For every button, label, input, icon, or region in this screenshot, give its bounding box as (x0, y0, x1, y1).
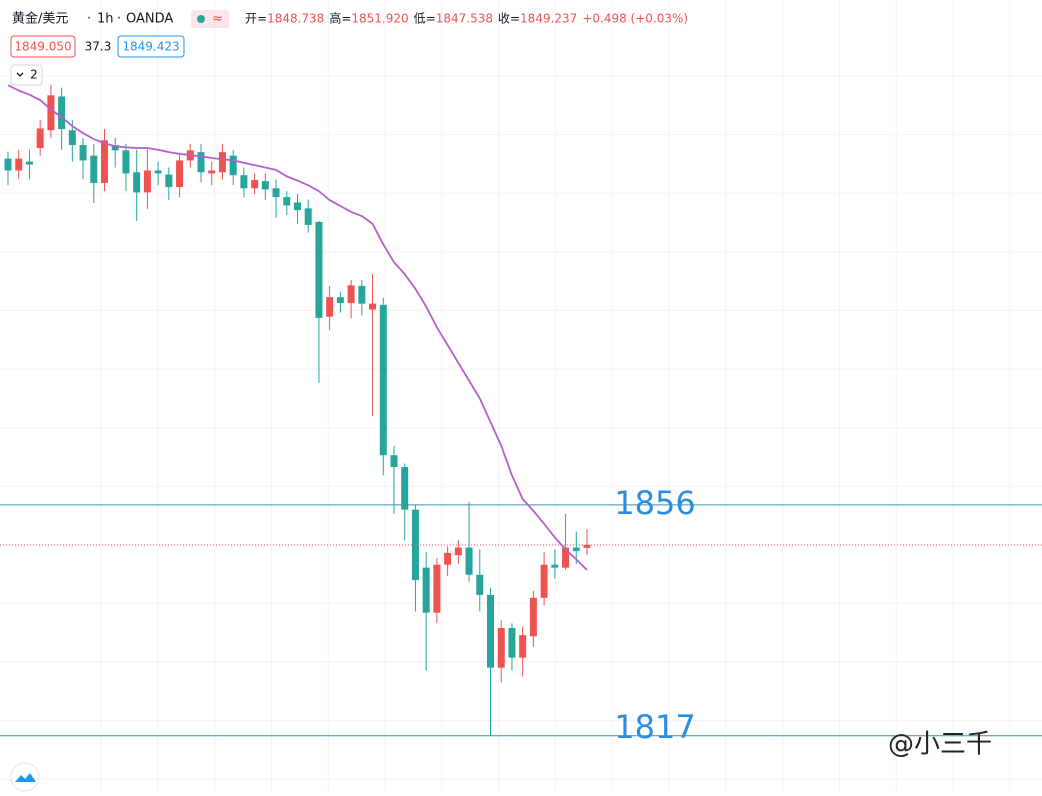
candle-body (208, 170, 216, 174)
candle-body (379, 304, 387, 456)
candle-body (497, 628, 505, 668)
candle-body (101, 140, 108, 183)
candle-body (519, 635, 527, 658)
candle-body (304, 208, 312, 225)
candle-body (68, 130, 76, 146)
candle-body (47, 95, 55, 131)
level-label: 1817 (614, 708, 695, 746)
candle-body (25, 161, 33, 165)
candle-body (143, 170, 151, 193)
logo-mark (15, 773, 36, 782)
candle-body (572, 547, 580, 552)
logo-circle[interactable] (10, 762, 40, 792)
candle-body (229, 155, 237, 176)
candle-body (487, 594, 494, 668)
candle-body (315, 221, 323, 318)
status-dot (197, 15, 205, 23)
candle-body (336, 297, 344, 304)
candle-body (90, 155, 98, 183)
watermark: @小三千 (888, 730, 992, 760)
candle-body (422, 567, 430, 613)
candle-body (326, 297, 334, 317)
candle-body (165, 174, 173, 188)
candle-body (218, 152, 226, 173)
candle-body (283, 197, 291, 206)
candle-body (390, 455, 398, 468)
exchange: OANDA (126, 12, 173, 27)
legend-label: 低= (414, 12, 436, 26)
logo (10, 762, 40, 792)
candle-body (154, 170, 162, 174)
candle-body (454, 547, 462, 556)
candle-body (79, 145, 87, 161)
plot-area: 1856 1817 (0, 84, 1042, 746)
candle-body (111, 145, 119, 151)
moving-average (7, 84, 588, 571)
separator: · (117, 12, 121, 27)
bid-box[interactable] (10, 35, 76, 58)
candle-body (411, 509, 419, 581)
candle-body (476, 574, 484, 595)
chevron-icon (16, 72, 24, 77)
indicator-count: 2 (30, 68, 38, 82)
candle-body (240, 175, 248, 189)
candle-body (465, 547, 473, 575)
candle-body (444, 552, 452, 565)
candle-body (540, 564, 548, 598)
candle-body (4, 158, 12, 171)
interval: 1h (97, 12, 114, 27)
status-icon: ≈ (212, 12, 223, 27)
candle-body (347, 285, 355, 304)
legend-label: 开= (245, 12, 267, 26)
candle-body (433, 564, 441, 613)
candle-body (133, 172, 141, 193)
change: +0.498 (+0.03%) (582, 12, 688, 26)
legend-label: 高= (329, 11, 351, 26)
legend-value: 1847.538 (436, 12, 493, 26)
ask: 1849.423 (122, 40, 179, 54)
spread: 37.3 (85, 40, 112, 54)
legend-value: 1851.920 (351, 12, 408, 26)
candle-body (508, 628, 516, 658)
ask-box[interactable] (117, 35, 185, 58)
candle-body (529, 597, 537, 637)
candle-body (369, 303, 377, 310)
status-chip[interactable] (191, 10, 229, 28)
candle-body (551, 564, 559, 568)
level-label: 1856 (614, 484, 695, 522)
symbol: 黄金/美元 (12, 11, 68, 27)
candle-body (272, 188, 280, 198)
header: 黄金/美元 · 1h · OANDA ≈ 开= 1848.738 高= 1851.92… (10, 10, 688, 86)
bid: 1849.050 (14, 40, 71, 54)
candle-body (176, 160, 184, 188)
candle-body (583, 544, 591, 548)
legend-value: 1848.738 (267, 12, 324, 26)
candle-body (36, 128, 44, 148)
candle-body (358, 285, 366, 304)
candle-body (197, 152, 205, 173)
candle-body (294, 202, 301, 211)
candle-body (251, 179, 259, 189)
ohlc-legend: 开= 1848.738 高= 1851.920 低= 1847.538 收= 1849.237… (245, 11, 688, 26)
candle-body (562, 547, 570, 568)
legend-value: 1849.237 (520, 12, 577, 26)
candle-body (261, 181, 269, 190)
candle-body (15, 158, 23, 171)
separator: · (87, 12, 91, 27)
candle-body (401, 467, 409, 510)
legend-label: 收= (498, 12, 520, 26)
candle-body (122, 150, 130, 174)
indicator-toggle[interactable] (10, 64, 43, 86)
candle-body (58, 96, 66, 130)
